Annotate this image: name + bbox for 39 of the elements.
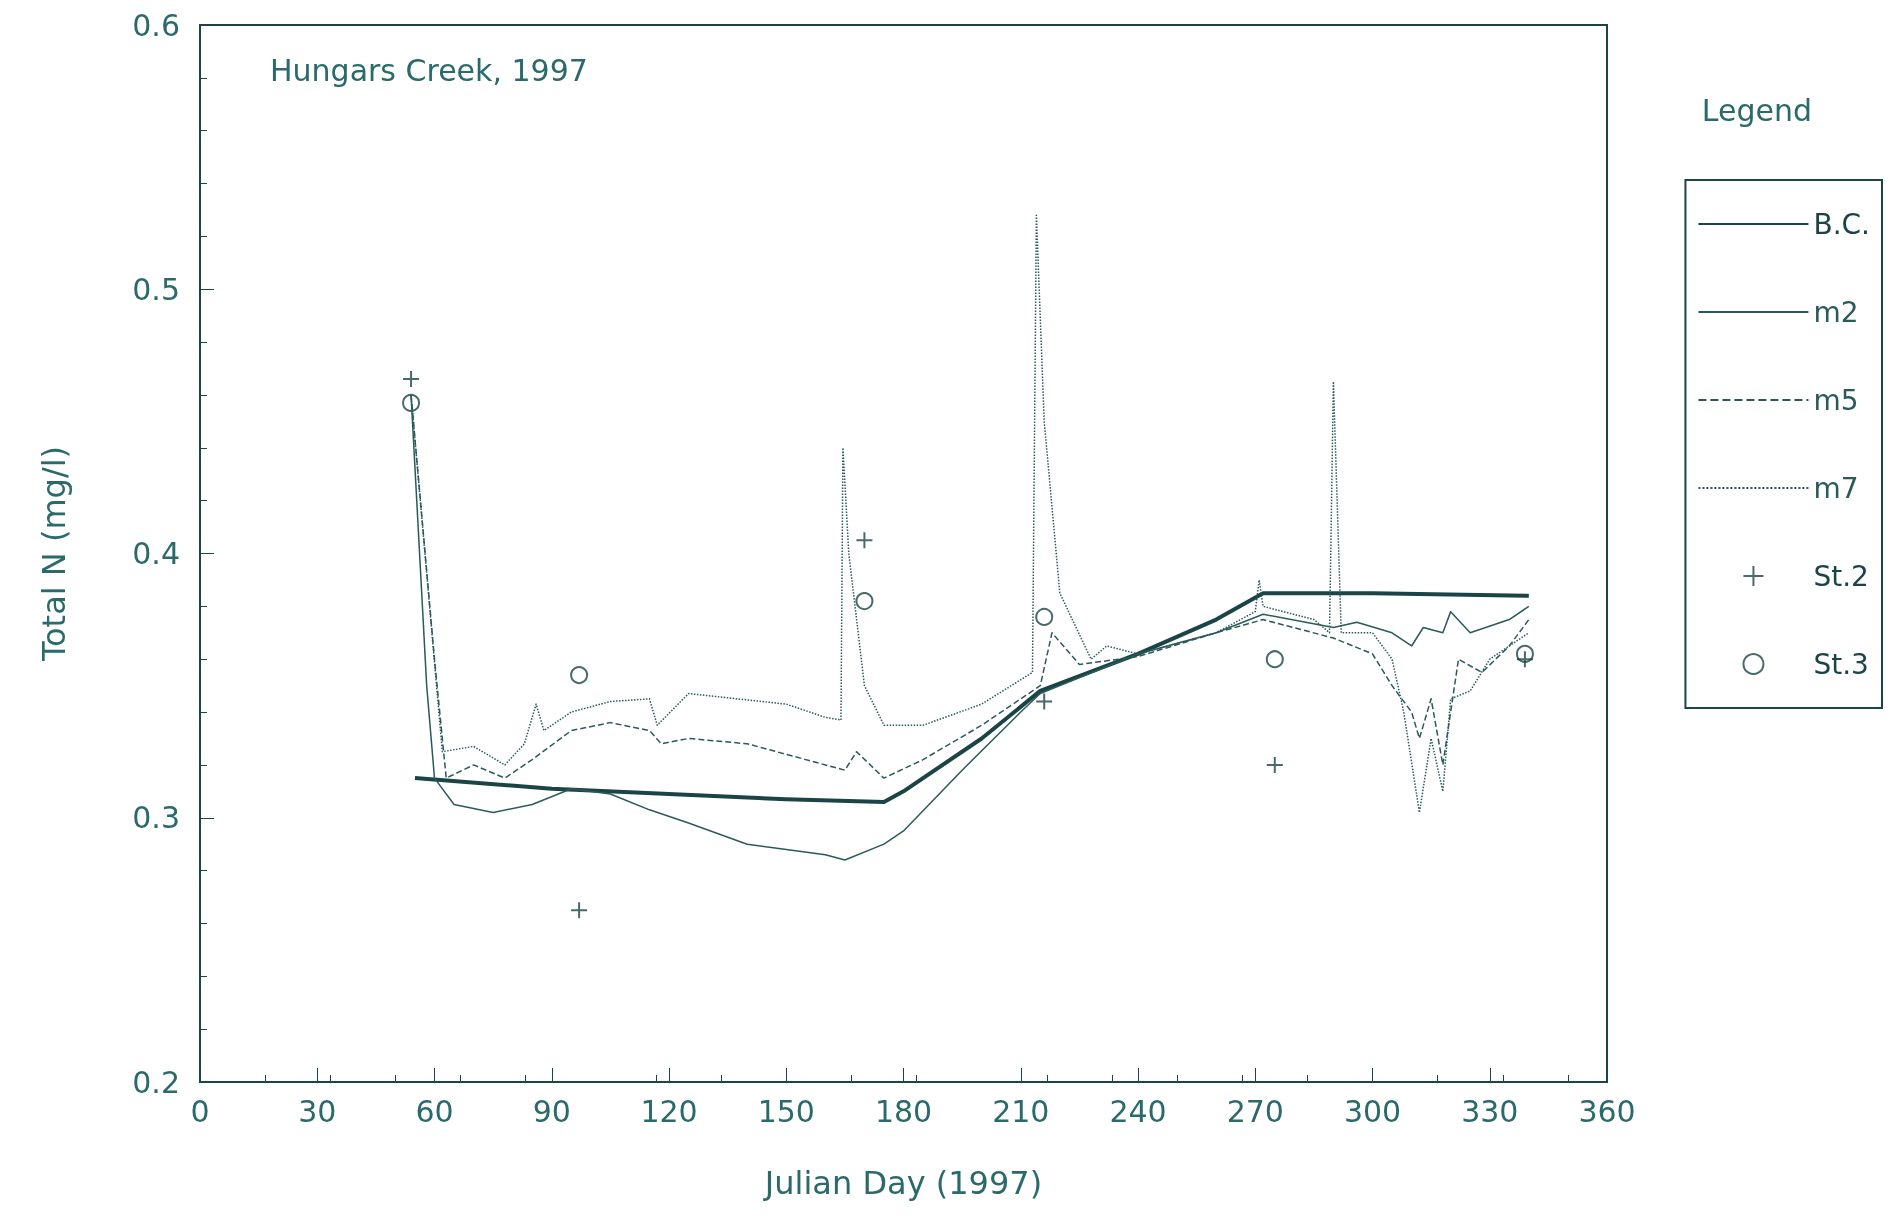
legend-label: m5 [1813, 383, 1859, 417]
point [1265, 650, 1284, 669]
y-axis-title: Total N (mg/l) [35, 445, 73, 663]
x-tick-label: 60 [415, 1093, 454, 1129]
x-tick-label: 270 [1226, 1093, 1284, 1129]
x-tick-label: 150 [757, 1093, 815, 1129]
point [855, 592, 874, 611]
x-tick-label: 0 [190, 1093, 210, 1129]
y-tick-label: 0.3 [132, 800, 180, 836]
legend-label: St.3 [1813, 647, 1869, 681]
point [1035, 607, 1054, 626]
point [570, 901, 589, 920]
x-tick-label: 210 [992, 1093, 1050, 1129]
line-series [412, 591, 1531, 804]
y-tick-label: 0.5 [132, 271, 180, 307]
point [570, 666, 589, 685]
y-tick-label: 0.2 [132, 1064, 180, 1100]
point [855, 531, 874, 550]
x-tick-label: 180 [874, 1093, 933, 1129]
x-tick-label: 120 [640, 1093, 698, 1129]
x-tick-label: 240 [1109, 1093, 1167, 1129]
point [402, 393, 421, 412]
x-tick-label: 330 [1461, 1093, 1519, 1129]
x-tick-label: 360 [1578, 1093, 1636, 1129]
point [1035, 692, 1054, 711]
legend-label: B.C. [1813, 207, 1870, 241]
text: Hungars Creek, 1997 [270, 52, 588, 88]
x-tick-label: 30 [298, 1093, 337, 1129]
point [1515, 650, 1534, 669]
x-tick-label: 90 [532, 1093, 571, 1129]
legend-label: St.2 [1813, 559, 1869, 593]
legend-title: Legend [1701, 92, 1812, 128]
y-tick-label: 0.4 [132, 536, 180, 571]
x-axis-title: Julian Day (1997) [762, 1164, 1043, 1202]
legend-label: m2 [1813, 295, 1859, 329]
x-tick-label: 300 [1343, 1093, 1402, 1129]
legend-label: m7 [1813, 471, 1859, 505]
y-tick-label: 0.6 [132, 7, 180, 43]
point [1515, 644, 1534, 663]
